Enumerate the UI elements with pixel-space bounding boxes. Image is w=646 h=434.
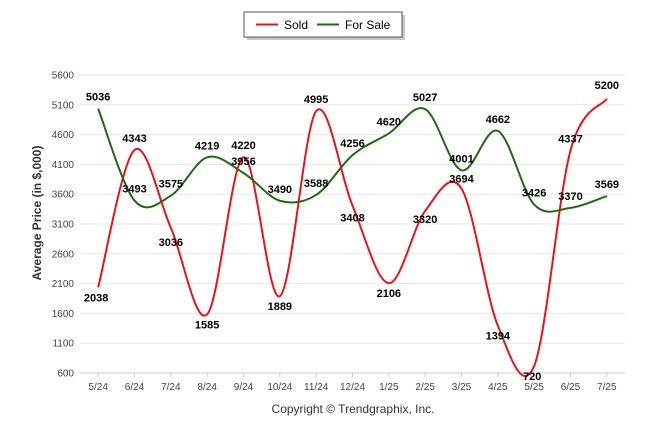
data-label-for-sale: 4662	[486, 114, 510, 126]
data-label-for-sale: 3493	[122, 184, 146, 196]
x-tick-label: 9/24	[234, 382, 254, 393]
data-label-sold: 2106	[377, 288, 401, 300]
copyright-text: Copyright © Trendgraphix, Inc.	[272, 402, 435, 416]
data-label-for-sale: 3490	[268, 184, 292, 196]
data-label-sold: 2038	[84, 292, 108, 304]
x-tick-label: 11/24	[304, 382, 329, 393]
y-tick-label: 600	[57, 369, 74, 380]
y-tick-label: 1100	[52, 339, 74, 350]
x-tick-label: 7/25	[597, 382, 617, 393]
data-label-sold: 4995	[304, 94, 328, 106]
data-label-sold: 5200	[595, 80, 619, 92]
y-tick-label: 4100	[52, 160, 75, 171]
y-tick-label: 2600	[52, 249, 75, 260]
data-label-for-sale: 3575	[159, 179, 183, 191]
data-label-sold: 4337	[558, 133, 582, 145]
x-axis-ticks: 5/24 6/24 7/24 8/24 9/24 10/24 11/24 12/24 1/25 2…	[88, 373, 617, 393]
x-tick-label: 12/24	[340, 382, 365, 393]
data-label-sold: 720	[523, 371, 541, 383]
data-label-sold: 1394	[486, 331, 511, 343]
y-tick-label: 2100	[52, 279, 75, 290]
data-label-for-sale: 3569	[595, 179, 619, 191]
x-tick-label: 7/24	[161, 382, 181, 393]
data-label-for-sale: 3370	[558, 191, 582, 203]
y-tick-label: 1600	[52, 309, 75, 320]
x-tick-label: 5/25	[524, 382, 544, 393]
data-label-sold: 3408	[340, 213, 364, 225]
x-tick-label: 3/25	[452, 382, 472, 393]
legend-for-sale-label: For Sale	[345, 18, 391, 32]
data-label-for-sale: 4256	[340, 138, 364, 150]
data-label-sold: 4220	[231, 140, 255, 152]
data-label-sold: 3036	[159, 237, 183, 249]
y-tick-label: 3100	[52, 220, 75, 231]
data-label-for-sale: 5036	[86, 92, 110, 104]
legend-sold-label: Sold	[284, 18, 308, 32]
x-tick-label: 4/25	[488, 382, 508, 393]
data-label-for-sale: 3956	[231, 156, 255, 168]
x-tick-label: 5/24	[88, 382, 108, 393]
legend: Sold For Sale	[243, 11, 405, 40]
series-line-sold	[97, 98, 608, 377]
series-lines	[97, 98, 608, 377]
data-label-sold: 3694	[449, 174, 474, 186]
y-axis-title: Average Price (in $,000)	[30, 146, 44, 281]
data-label-for-sale: 4620	[377, 116, 401, 128]
x-tick-label: 8/24	[197, 382, 217, 393]
x-tick-label: 6/24	[125, 382, 145, 393]
data-label-for-sale: 4001	[449, 153, 473, 165]
x-tick-label: 2/25	[415, 382, 435, 393]
data-label-for-sale: 5027	[413, 92, 437, 104]
data-label-for-sale: 3588	[304, 178, 328, 190]
data-label-sold: 3320	[413, 214, 437, 226]
data-label-sold: 1585	[195, 319, 219, 331]
series-line-for-sale	[97, 107, 608, 213]
data-label-sold: 4343	[122, 133, 146, 145]
y-tick-label: 4600	[52, 130, 75, 141]
data-labels: 2038 4343 3036 1585 4220 1889 4995 3408 2106 3320…	[84, 80, 619, 383]
y-tick-label: 5600	[52, 71, 75, 82]
x-tick-label: 6/25	[561, 382, 581, 393]
x-tick-label: 10/24	[267, 382, 292, 393]
y-tick-label: 5100	[52, 100, 75, 111]
data-label-for-sale: 4219	[195, 140, 219, 152]
y-axis-ticks: 600 1100 1600 2100 2600 3100 3600 4100 4600 5100 5…	[52, 71, 75, 380]
data-label-for-sale: 3426	[522, 188, 546, 200]
data-label-sold: 1889	[268, 301, 292, 313]
y-tick-label: 3600	[52, 190, 75, 201]
x-tick-label: 1/25	[379, 382, 399, 393]
